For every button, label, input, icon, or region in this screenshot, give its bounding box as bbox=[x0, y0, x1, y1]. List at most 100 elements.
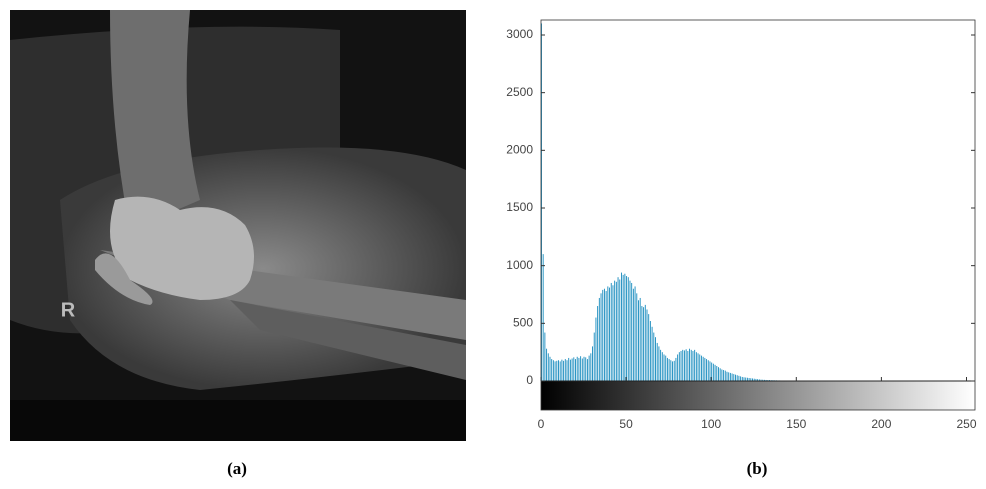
bar bbox=[633, 289, 634, 381]
bar bbox=[595, 318, 596, 381]
bar bbox=[587, 359, 588, 381]
bar bbox=[628, 277, 629, 381]
bar bbox=[567, 360, 568, 381]
bar bbox=[691, 350, 692, 381]
xray-image: R bbox=[10, 10, 466, 441]
bar bbox=[582, 359, 583, 381]
bar bbox=[679, 352, 680, 381]
bar bbox=[614, 281, 615, 381]
bar bbox=[648, 314, 649, 381]
bar bbox=[715, 365, 716, 381]
x-tick-label: 150 bbox=[786, 417, 806, 431]
bar bbox=[735, 375, 736, 381]
y-tick-label: 0 bbox=[526, 373, 533, 387]
x-tick-label: 100 bbox=[701, 417, 721, 431]
bar bbox=[609, 288, 610, 381]
bar bbox=[694, 350, 695, 381]
bar bbox=[626, 276, 627, 381]
bar bbox=[546, 349, 547, 381]
bar bbox=[630, 281, 631, 381]
bar bbox=[551, 359, 552, 381]
bar bbox=[550, 357, 551, 381]
bar bbox=[660, 350, 661, 381]
bar bbox=[650, 321, 651, 381]
bar bbox=[720, 368, 721, 381]
bar bbox=[675, 358, 676, 381]
bar bbox=[602, 290, 603, 381]
bar bbox=[701, 356, 702, 381]
bar bbox=[555, 361, 556, 381]
caption: (b) bbox=[747, 459, 768, 478]
bar bbox=[740, 376, 741, 381]
bar bbox=[573, 357, 574, 381]
bar bbox=[570, 360, 571, 381]
bar bbox=[575, 359, 576, 381]
bar bbox=[607, 286, 608, 381]
bar bbox=[568, 358, 569, 381]
bar bbox=[589, 356, 590, 381]
bar bbox=[556, 361, 557, 381]
bar bbox=[727, 372, 728, 381]
bar bbox=[645, 305, 646, 381]
bar bbox=[737, 375, 738, 381]
bar bbox=[730, 373, 731, 381]
bar bbox=[689, 349, 690, 381]
bar bbox=[577, 357, 578, 381]
bar bbox=[655, 337, 656, 381]
bar bbox=[543, 254, 544, 381]
bar bbox=[713, 364, 714, 381]
y-tick-label: 3000 bbox=[506, 27, 533, 41]
bar bbox=[572, 359, 573, 381]
bar bbox=[631, 283, 632, 381]
bar bbox=[674, 361, 675, 381]
bar bbox=[670, 360, 671, 381]
bar bbox=[612, 285, 613, 381]
x-tick-label: 250 bbox=[956, 417, 976, 431]
bar bbox=[652, 327, 653, 381]
bar bbox=[665, 356, 666, 381]
bar bbox=[563, 361, 564, 381]
y-tick-label: 2000 bbox=[506, 143, 533, 157]
bar bbox=[544, 333, 545, 381]
bar bbox=[580, 356, 581, 381]
bar bbox=[733, 374, 734, 381]
bar bbox=[681, 351, 682, 381]
bar bbox=[744, 377, 745, 381]
bar bbox=[553, 360, 554, 381]
bar bbox=[703, 357, 704, 381]
bar bbox=[664, 354, 665, 381]
bar bbox=[723, 370, 724, 381]
bar bbox=[558, 360, 559, 381]
bar bbox=[585, 357, 586, 381]
bar bbox=[728, 372, 729, 381]
x-tick-label: 200 bbox=[871, 417, 891, 431]
colorbar bbox=[541, 381, 975, 410]
bar bbox=[721, 369, 722, 381]
bar bbox=[643, 307, 644, 381]
bar bbox=[565, 359, 566, 381]
bar bbox=[662, 352, 663, 381]
bar bbox=[698, 353, 699, 381]
bar bbox=[592, 346, 593, 381]
bar bbox=[638, 300, 639, 381]
bar bbox=[611, 283, 612, 381]
bar bbox=[742, 377, 743, 381]
bar bbox=[618, 277, 619, 381]
bar bbox=[682, 350, 683, 381]
bar bbox=[624, 274, 625, 381]
bar bbox=[561, 360, 562, 381]
bar bbox=[657, 343, 658, 381]
bar bbox=[738, 376, 739, 381]
x-tick-label: 0 bbox=[538, 417, 545, 431]
bar bbox=[687, 351, 688, 381]
bar bbox=[606, 291, 607, 381]
bar bbox=[725, 371, 726, 381]
bar bbox=[732, 374, 733, 381]
bar bbox=[548, 353, 549, 381]
bar bbox=[696, 352, 697, 381]
bar bbox=[677, 354, 678, 381]
bar bbox=[599, 298, 600, 381]
bar bbox=[619, 280, 620, 381]
